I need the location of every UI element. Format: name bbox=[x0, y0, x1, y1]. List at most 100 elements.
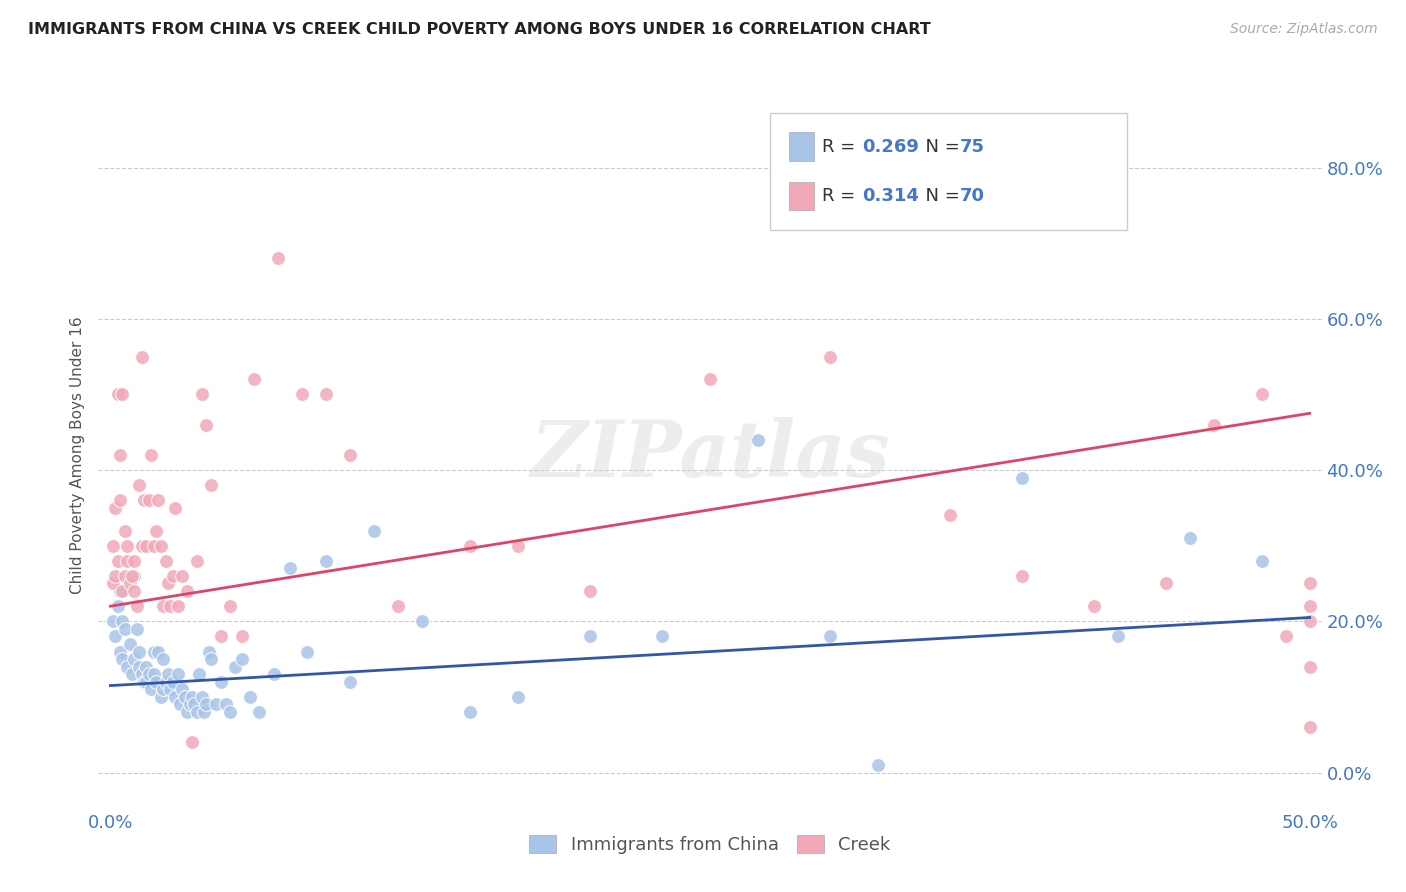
Point bbox=[190, 387, 212, 401]
Point bbox=[155, 674, 177, 689]
Point bbox=[169, 698, 191, 712]
Point bbox=[1250, 554, 1272, 568]
Point bbox=[818, 629, 841, 643]
Point bbox=[166, 667, 188, 681]
Point bbox=[247, 705, 270, 719]
Point bbox=[138, 667, 160, 681]
Point bbox=[165, 500, 187, 515]
Point bbox=[173, 690, 195, 704]
Point bbox=[1178, 531, 1201, 545]
Point bbox=[818, 350, 841, 364]
Point bbox=[121, 569, 143, 583]
Point bbox=[1298, 659, 1320, 673]
Point bbox=[214, 698, 236, 712]
Point bbox=[315, 554, 337, 568]
Point bbox=[159, 599, 181, 614]
Point bbox=[128, 478, 150, 492]
Point bbox=[166, 599, 188, 614]
Point bbox=[1298, 599, 1320, 614]
Text: R =: R = bbox=[823, 137, 862, 155]
Point bbox=[108, 584, 131, 599]
Text: N =: N = bbox=[914, 137, 965, 155]
Point bbox=[101, 615, 124, 629]
Point bbox=[866, 758, 889, 772]
Point bbox=[132, 493, 155, 508]
Point bbox=[148, 493, 170, 508]
Point bbox=[238, 690, 260, 704]
Point bbox=[172, 569, 194, 583]
Point bbox=[205, 698, 228, 712]
Point bbox=[579, 629, 602, 643]
Point bbox=[186, 705, 208, 719]
Point bbox=[131, 667, 153, 681]
Point bbox=[387, 599, 409, 614]
Point bbox=[115, 659, 138, 673]
Point bbox=[263, 667, 285, 681]
Point bbox=[181, 735, 204, 749]
Point bbox=[159, 682, 181, 697]
Point bbox=[124, 584, 146, 599]
Point bbox=[939, 508, 962, 523]
Point bbox=[1083, 599, 1105, 614]
Point bbox=[145, 674, 167, 689]
Point bbox=[508, 539, 530, 553]
Point bbox=[118, 637, 141, 651]
Point bbox=[124, 569, 146, 583]
Point bbox=[142, 539, 165, 553]
Point bbox=[200, 652, 222, 666]
Point bbox=[1274, 629, 1296, 643]
Point bbox=[165, 690, 187, 704]
Point bbox=[107, 554, 129, 568]
Point bbox=[148, 644, 170, 658]
Point bbox=[176, 584, 198, 599]
Point bbox=[114, 524, 136, 538]
Point bbox=[183, 698, 205, 712]
Point bbox=[193, 705, 215, 719]
Point bbox=[172, 682, 194, 697]
Point bbox=[107, 387, 129, 401]
Point bbox=[179, 698, 201, 712]
Text: 0.269: 0.269 bbox=[862, 137, 918, 155]
Point bbox=[107, 599, 129, 614]
Point bbox=[699, 372, 721, 386]
Point bbox=[176, 705, 198, 719]
Point bbox=[243, 372, 266, 386]
Point bbox=[363, 524, 385, 538]
Point bbox=[135, 674, 157, 689]
Point bbox=[1298, 720, 1320, 734]
Point bbox=[186, 554, 208, 568]
Point bbox=[132, 674, 155, 689]
Text: 75: 75 bbox=[960, 137, 986, 155]
Point bbox=[1250, 387, 1272, 401]
Point bbox=[111, 615, 134, 629]
Text: ZIPatlas: ZIPatlas bbox=[530, 417, 890, 493]
Point bbox=[190, 690, 212, 704]
Point bbox=[156, 576, 179, 591]
Point bbox=[231, 629, 253, 643]
Point bbox=[209, 674, 232, 689]
Point bbox=[108, 448, 131, 462]
Point bbox=[114, 569, 136, 583]
Point bbox=[115, 539, 138, 553]
Point bbox=[291, 387, 314, 401]
Text: IMMIGRANTS FROM CHINA VS CREEK CHILD POVERTY AMONG BOYS UNDER 16 CORRELATION CHA: IMMIGRANTS FROM CHINA VS CREEK CHILD POV… bbox=[28, 22, 931, 37]
Point bbox=[197, 644, 219, 658]
Point bbox=[411, 615, 433, 629]
Point bbox=[339, 448, 361, 462]
Point bbox=[111, 652, 134, 666]
Point bbox=[124, 652, 146, 666]
Point bbox=[128, 659, 150, 673]
Point bbox=[101, 576, 124, 591]
Point bbox=[162, 674, 184, 689]
Point bbox=[141, 448, 163, 462]
Point bbox=[278, 561, 301, 575]
Point bbox=[135, 659, 157, 673]
Point bbox=[149, 539, 172, 553]
Point bbox=[1298, 615, 1320, 629]
Legend: Immigrants from China, Creek: Immigrants from China, Creek bbox=[520, 826, 900, 863]
Point bbox=[142, 644, 165, 658]
Point bbox=[1107, 629, 1129, 643]
Point bbox=[111, 387, 134, 401]
Point bbox=[152, 599, 174, 614]
Text: 0.314: 0.314 bbox=[862, 187, 918, 205]
